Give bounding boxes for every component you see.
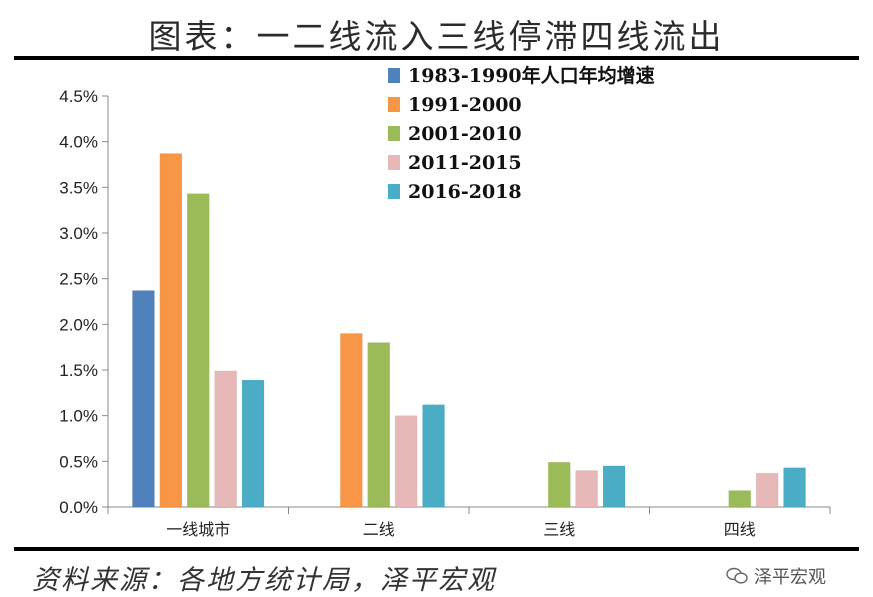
legend-label: 1991-2000 [408,94,522,116]
source-note: 资料来源：各地方统计局，泽平宏观 [32,565,496,596]
bottom-rule [14,547,859,551]
bar [132,290,155,508]
legend-label: 1983-1990年人口年均增速 [408,64,655,87]
bar [340,333,363,508]
top-rule [14,56,859,60]
bar [728,490,751,508]
legend-label: 2011-2015 [408,152,522,174]
y-tick-label: 2.0% [59,315,98,334]
y-tick-label: 3.5% [59,178,98,197]
bar [187,193,210,508]
bar [422,404,445,508]
bar [783,467,806,508]
bar [602,465,626,508]
y-tick-label: 0.0% [59,498,98,517]
y-tick-label: 0.5% [59,452,98,471]
bar [575,470,598,508]
wechat-icon [726,567,748,584]
legend-label: 2001-2010 [408,123,522,145]
x-category-label: 二线 [363,520,395,539]
bar [394,415,418,508]
legend-swatch [388,155,400,170]
y-tick-label: 4.0% [59,133,98,152]
bar [367,342,390,508]
legend-swatch [388,97,400,112]
x-category-label: 一线城市 [166,520,230,539]
bar [214,370,237,508]
y-tick-label: 1.5% [59,361,98,380]
x-category-label: 三线 [543,520,575,539]
bar [241,379,265,508]
legend-swatch [388,68,400,83]
x-category-label: 四线 [724,520,756,539]
bar [755,472,779,508]
watermark-text: 泽平宏观 [754,567,826,588]
watermark: 泽平宏观 [726,563,826,589]
y-tick-label: 2.5% [59,270,98,289]
legend-swatch [388,184,400,199]
bar [548,461,571,508]
y-tick-label: 4.5% [59,87,98,106]
bar [159,153,183,508]
legend-label: 2016-2018 [408,181,522,203]
y-tick-label: 1.0% [59,407,98,426]
legend-swatch [388,126,400,141]
chart-title: 图表：一二线流入三线停滞四线流出 [148,17,725,56]
y-tick-label: 3.0% [59,224,98,243]
